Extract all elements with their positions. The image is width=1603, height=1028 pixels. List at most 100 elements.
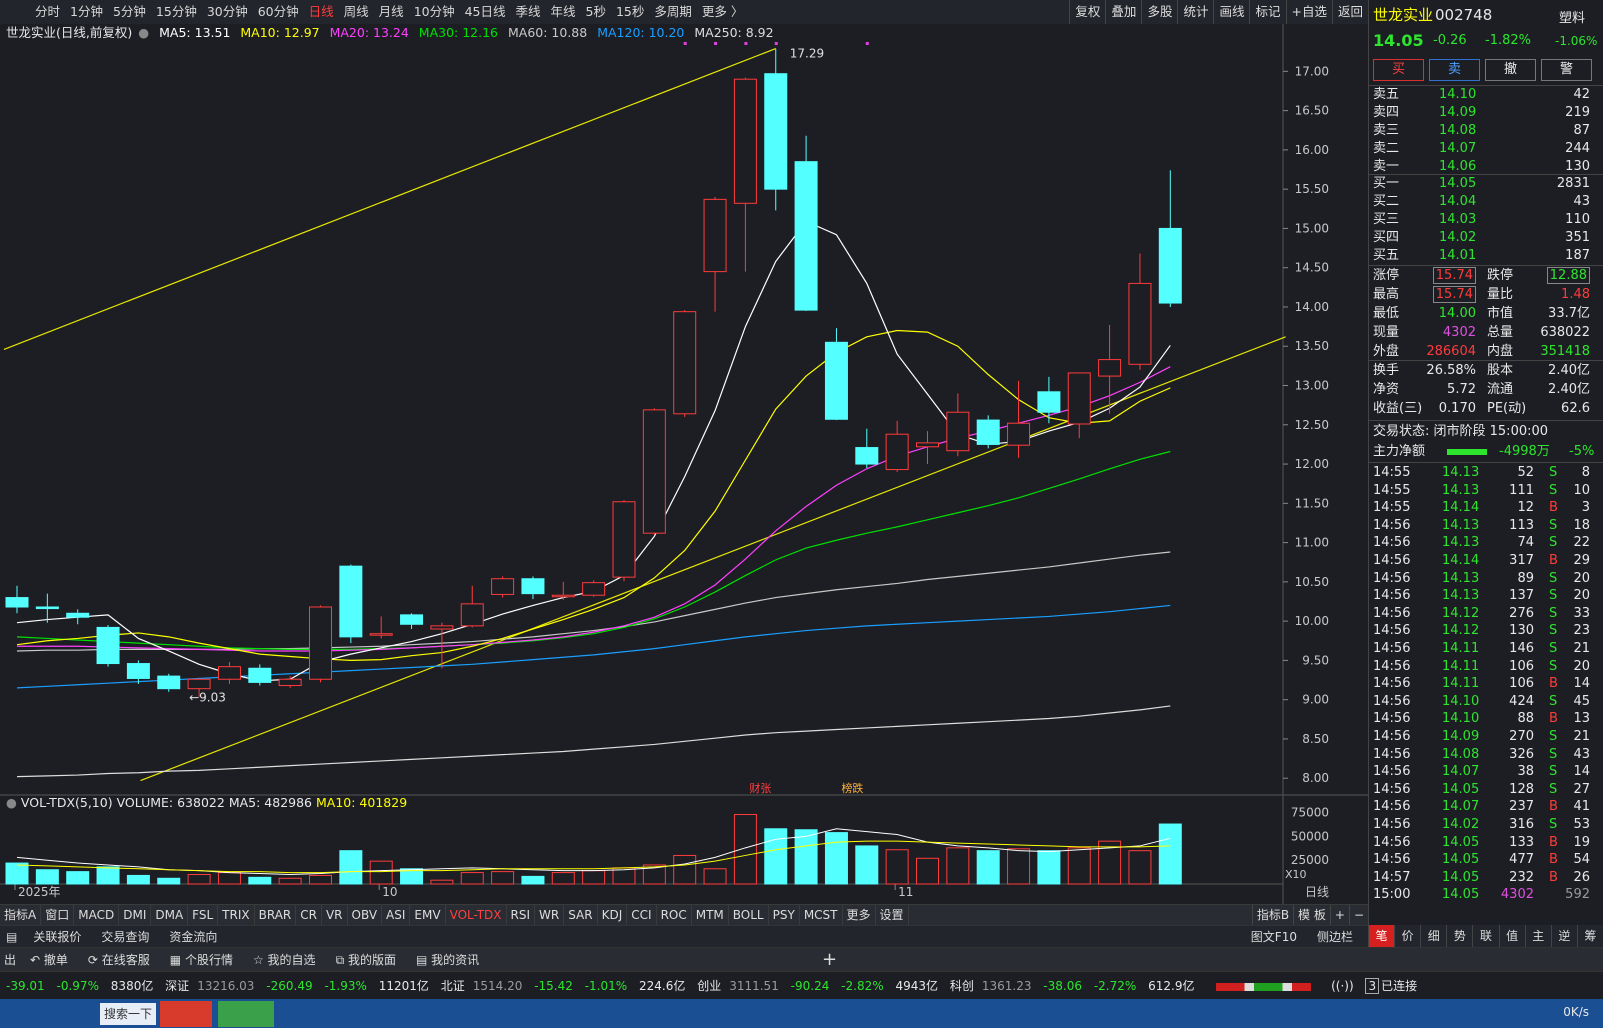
volume-bar[interactable]: [794, 829, 818, 885]
quote-tab-7[interactable]: 逆: [1550, 925, 1577, 947]
volume-bar[interactable]: [1037, 850, 1061, 885]
chart-tool-0[interactable]: 复权: [1069, 0, 1105, 24]
volume-bar[interactable]: [187, 873, 211, 885]
candle[interactable]: [824, 341, 848, 420]
volume-bar[interactable]: [916, 857, 939, 885]
candle[interactable]: [1007, 422, 1031, 446]
toolbar-exit[interactable]: 出: [4, 953, 17, 967]
volume-bar[interactable]: [642, 864, 666, 885]
trendline-lower[interactable]: [140, 336, 1286, 782]
volume-bar[interactable]: [764, 828, 788, 885]
ask-row[interactable]: 卖二 14.07 244: [1369, 140, 1603, 158]
bid-row[interactable]: 买四 14.02 351: [1369, 229, 1603, 247]
event-label[interactable]: 财张: [749, 781, 771, 795]
toolbar-item-2[interactable]: ▦ 个股行情: [169, 953, 233, 967]
indicator-tab-23[interactable]: MCST: [800, 905, 843, 925]
taskbar-search[interactable]: 搜索一下: [100, 1003, 156, 1025]
period-tab-6[interactable]: 日线: [308, 4, 334, 19]
volume-bar[interactable]: [733, 814, 757, 885]
volume-bar[interactable]: [1098, 840, 1122, 885]
quote-tab-1[interactable]: 价: [1394, 925, 1420, 947]
volume-bar[interactable]: [1067, 847, 1091, 885]
period-tab-1[interactable]: 1分钟: [70, 4, 103, 19]
volume-bar[interactable]: [1158, 823, 1182, 885]
volume-bar[interactable]: [824, 832, 848, 885]
volume-bar[interactable]: [278, 877, 302, 885]
legend-toggle-icon[interactable]: ●: [138, 25, 150, 40]
volume-bar[interactable]: [1128, 850, 1152, 885]
kline-chart[interactable]: 17.00 16.50 16.00 15.50 15.00 14.50 14.00 13.50…: [0, 24, 1368, 904]
sub-tab-2[interactable]: 资金流向: [169, 930, 218, 944]
app-icon-green[interactable]: [218, 1001, 274, 1027]
ask-row[interactable]: 卖五 14.10 42: [1369, 86, 1603, 104]
quote-tab-8[interactable]: 筹: [1576, 925, 1603, 947]
candle[interactable]: [703, 198, 727, 273]
sub-tabs-toggle-icon[interactable]: ▤: [6, 930, 18, 944]
volume-bar[interactable]: [5, 862, 29, 885]
event-marker[interactable]: [744, 42, 748, 45]
sub-tab-0[interactable]: 关联报价: [33, 930, 82, 944]
event-marker[interactable]: [683, 42, 687, 45]
candle[interactable]: [248, 667, 272, 683]
indicator-tab-24[interactable]: 更多: [843, 905, 876, 925]
candle[interactable]: [5, 597, 29, 608]
bid-row[interactable]: 买五 14.01 187: [1369, 247, 1603, 265]
indicator-tab-9[interactable]: VR: [322, 905, 348, 925]
indicator-tab-14[interactable]: RSI: [507, 905, 536, 925]
volume-bar[interactable]: [855, 845, 879, 885]
chart-tool-1[interactable]: 叠加: [1105, 0, 1141, 24]
volume-bar[interactable]: [430, 879, 454, 885]
event-marker[interactable]: [865, 42, 869, 45]
volume-bar[interactable]: [96, 866, 120, 885]
period-tab-4[interactable]: 30分钟: [206, 4, 248, 19]
sub-tab-1[interactable]: 交易查询: [101, 930, 150, 944]
period-tab-11[interactable]: 季线: [515, 4, 541, 19]
ask-row[interactable]: 卖三 14.08 87: [1369, 122, 1603, 140]
ask-row[interactable]: 卖四 14.09 219: [1369, 104, 1603, 122]
volume-bar[interactable]: [309, 874, 332, 885]
chart-tool-7[interactable]: 返回: [1331, 0, 1368, 24]
chart-tool-5[interactable]: 标记: [1249, 0, 1285, 24]
kc-name[interactable]: 科创: [949, 979, 974, 993]
alert-button[interactable]: 警: [1541, 59, 1592, 81]
add-icon[interactable]: +: [822, 949, 838, 970]
candle[interactable]: [521, 578, 545, 595]
indicator-tab-2[interactable]: MACD: [74, 905, 120, 925]
candle[interactable]: [733, 78, 757, 204]
period-tab-9[interactable]: 10分钟: [413, 4, 455, 19]
volume-bar[interactable]: [582, 870, 606, 885]
volume-bar[interactable]: [157, 877, 181, 885]
candle[interactable]: [885, 433, 909, 471]
chart-tool-2[interactable]: 多股: [1141, 0, 1177, 24]
candle[interactable]: [764, 73, 788, 190]
candle[interactable]: [400, 614, 424, 625]
volume-toggle-icon[interactable]: ●: [6, 795, 17, 810]
period-tab-3[interactable]: 15分钟: [155, 4, 197, 19]
volume-bar[interactable]: [66, 871, 90, 885]
volume-bar[interactable]: [400, 868, 424, 885]
period-tab-16[interactable]: 更多 〉: [701, 4, 744, 19]
quote-tab-0[interactable]: 笔: [1368, 925, 1395, 947]
candle[interactable]: [217, 666, 241, 680]
candle[interactable]: [369, 633, 393, 636]
volume-bar[interactable]: [551, 872, 575, 885]
indicator-tab-18[interactable]: CCI: [627, 905, 657, 925]
toolbar-item-3[interactable]: ☆ 我的自选: [252, 953, 316, 967]
bid-row[interactable]: 买三 14.03 110: [1369, 211, 1603, 229]
quote-tab-6[interactable]: 主: [1524, 925, 1551, 947]
indicator-tab-15[interactable]: WR: [535, 905, 565, 925]
period-tab-8[interactable]: 月线: [378, 4, 404, 19]
candle[interactable]: [126, 663, 150, 679]
indicator-tab-22[interactable]: PSY: [769, 905, 800, 925]
toolbar-item-5[interactable]: ▤ 我的资讯: [415, 953, 480, 967]
candle[interactable]: [187, 678, 211, 690]
candle[interactable]: [278, 678, 302, 687]
volume-bar[interactable]: [703, 868, 727, 885]
indicator-tab-13[interactable]: VOL-TDX: [446, 905, 507, 925]
event-marker[interactable]: [714, 42, 718, 45]
chart-tool-3[interactable]: 统计: [1177, 0, 1213, 24]
indicator-tab-16[interactable]: SAR: [564, 905, 598, 925]
cancel-order-button[interactable]: 撤: [1485, 59, 1536, 81]
indicator-tab-19[interactable]: ROC: [657, 905, 692, 925]
event-marker[interactable]: [774, 42, 778, 45]
